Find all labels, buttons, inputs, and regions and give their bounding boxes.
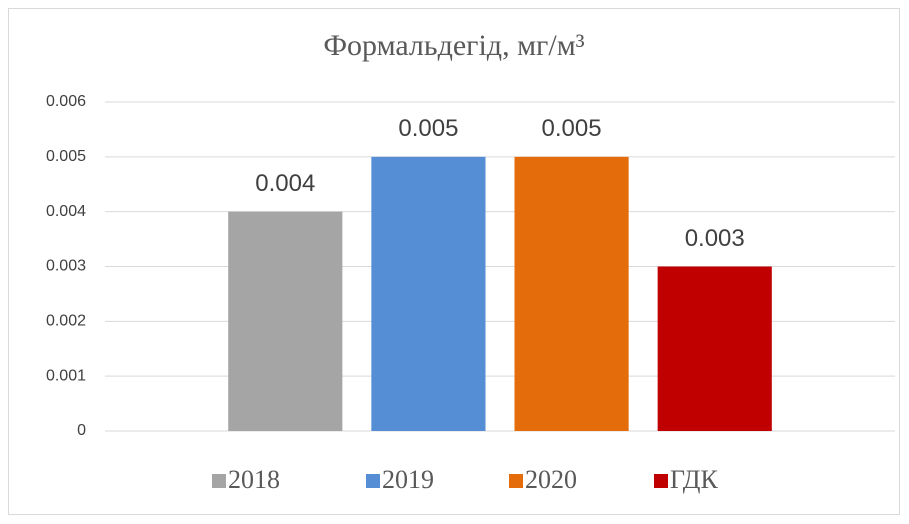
data-label: 0.004 xyxy=(255,170,315,197)
legend-swatch xyxy=(654,474,668,488)
y-tick-label: 0.006 xyxy=(46,93,86,110)
chart-title: Формальдегід, мг/м³ xyxy=(323,29,584,62)
y-tick-label: 0 xyxy=(77,422,86,439)
data-label: 0.005 xyxy=(542,115,602,142)
bar xyxy=(228,211,343,431)
legend-label: 2018 xyxy=(228,465,280,494)
legend-swatch xyxy=(509,474,523,488)
bar xyxy=(514,156,629,432)
bar xyxy=(371,156,486,432)
legend-label: 2020 xyxy=(525,465,577,494)
y-tick-label: 0.002 xyxy=(46,313,86,330)
legend-swatch xyxy=(212,474,226,488)
data-label: 0.005 xyxy=(398,115,458,142)
bar xyxy=(657,266,772,431)
y-tick-label: 0.005 xyxy=(46,148,86,165)
legend-label: ГДК xyxy=(670,465,718,494)
data-label: 0.003 xyxy=(685,225,745,252)
legend-swatch xyxy=(366,474,380,488)
y-tick-label: 0.001 xyxy=(46,367,86,384)
legend-label: 2019 xyxy=(382,465,434,494)
y-tick-label: 0.004 xyxy=(46,203,86,220)
y-tick-label: 0.003 xyxy=(46,258,86,275)
